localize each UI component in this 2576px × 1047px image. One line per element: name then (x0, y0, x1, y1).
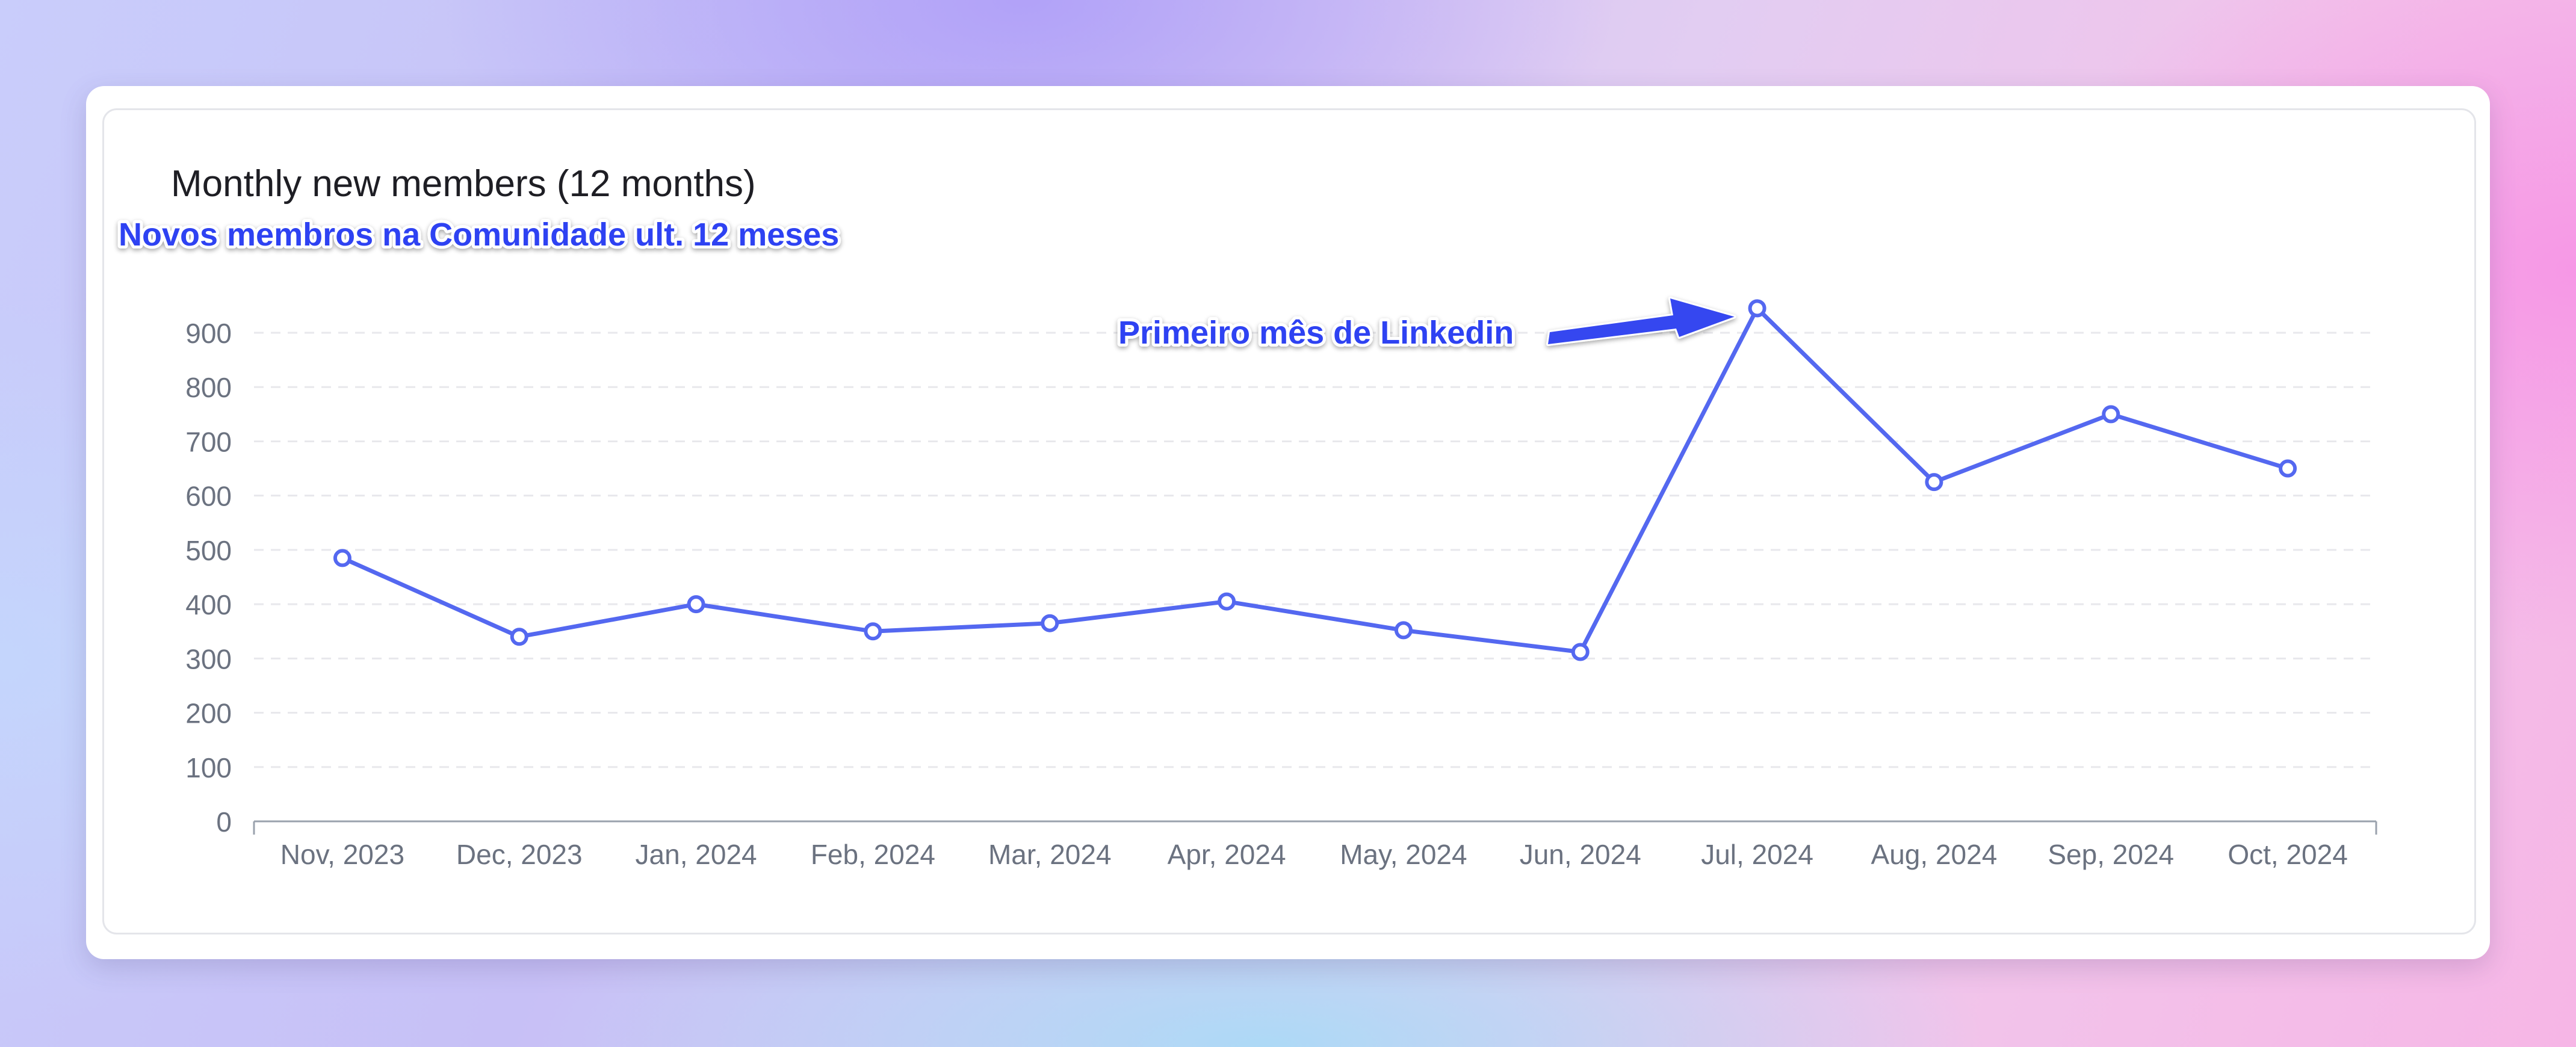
data-point (2102, 405, 2120, 424)
data-point (1571, 643, 1590, 661)
y-tick-label: 400 (185, 589, 232, 620)
x-tick-label: Nov, 2023 (280, 839, 404, 870)
data-point (1218, 592, 1236, 611)
annotations: Novos membros na Comunidade ult. 12 mese… (116, 214, 1736, 354)
x-tick-label: Aug, 2024 (1871, 839, 1998, 870)
x-tick-label: Jan, 2024 (636, 839, 757, 870)
data-point (1748, 299, 1766, 318)
x-tick-label: Feb, 2024 (811, 839, 935, 870)
x-tick-label: May, 2024 (1340, 839, 1467, 870)
y-tick-label: 700 (185, 426, 232, 457)
grid-lines (254, 332, 2376, 768)
y-tick-label: 200 (185, 698, 232, 729)
chart-title: Monthly new members (12 months) (171, 163, 756, 205)
series-members (333, 299, 2297, 661)
data-point (1925, 473, 1943, 492)
x-axis (253, 820, 2377, 835)
x-tick-label: Sep, 2024 (2048, 839, 2174, 870)
x-tick-label: Mar, 2024 (988, 839, 1112, 870)
x-tick-label: Oct, 2024 (2228, 839, 2347, 870)
x-tick-label: Apr, 2024 (1168, 839, 1286, 870)
y-tick-label: 800 (185, 372, 232, 403)
x-tick-label: Jun, 2024 (1520, 839, 1641, 870)
annotation-arrow (1546, 297, 1736, 346)
data-point (333, 549, 351, 567)
annotation-subtitle: Novos membros na Comunidade ult. 12 mese… (119, 217, 839, 253)
y-tick-label: 300 (185, 643, 232, 675)
data-point (510, 628, 528, 646)
chart-card-inner (102, 108, 2476, 934)
y-axis-labels: 0 100 200 300 400 500 600 700 800 900 (185, 318, 232, 838)
series-line (340, 306, 2290, 655)
data-point (1394, 621, 1413, 640)
annotation-peak-note: Primeiro mês de Linkedin (1118, 315, 1514, 351)
x-tick-label: Dec, 2023 (456, 839, 583, 870)
y-tick-label: 900 (185, 318, 232, 349)
y-tick-label: 0 (216, 806, 232, 838)
x-axis-labels: Nov, 2023 Dec, 2023 Jan, 2024 Feb, 2024 Mar,… (280, 839, 2348, 870)
data-point (687, 595, 705, 614)
data-point (2279, 459, 2297, 478)
data-point (1041, 614, 1059, 632)
x-tick-label: Jul, 2024 (1701, 839, 1813, 870)
data-point (864, 622, 882, 641)
y-tick-label: 100 (185, 752, 232, 783)
chart-card (86, 86, 2490, 959)
y-tick-label: 500 (185, 535, 232, 566)
y-tick-label: 600 (185, 481, 232, 512)
